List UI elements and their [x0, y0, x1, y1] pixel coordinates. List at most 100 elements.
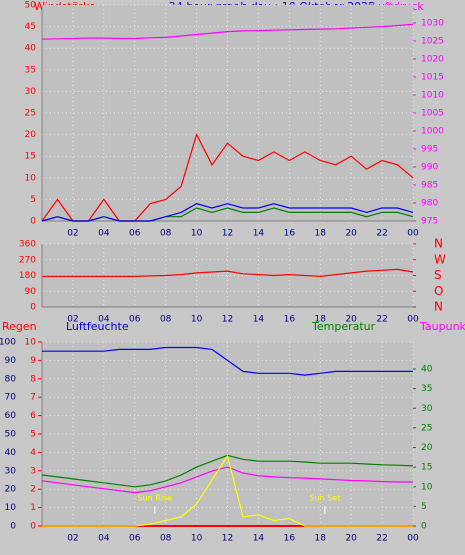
humidity-label: Luftfeuchte [66, 320, 129, 333]
y2-tick-label: 0 [421, 522, 427, 532]
rain-tick-label: 7 [30, 393, 36, 403]
x-tick-label: 04 [98, 315, 110, 325]
x-tick-label: 14 [253, 315, 265, 325]
y-tick-label: 0 [10, 522, 16, 532]
rain-tick-label: 2 [30, 485, 36, 495]
y2-tick-label: N [434, 300, 443, 314]
x-tick-label: 00 [407, 315, 419, 325]
x-tick-label: 18 [315, 315, 327, 325]
y2-tick-label: 1015 [421, 73, 444, 83]
x-tick-label: 02 [67, 229, 78, 239]
y-tick-label: 0 [30, 217, 36, 227]
y2-tick-label: 985 [421, 181, 438, 191]
x-tick-label: 16 [284, 534, 296, 544]
y2-tick-label: 980 [421, 199, 438, 209]
rain-tick-label: 1 [30, 503, 36, 513]
x-tick-label: 12 [222, 229, 233, 239]
x-tick-label: 04 [98, 229, 110, 239]
x-tick-label: 08 [160, 315, 172, 325]
y-tick-label: 50 [5, 430, 17, 440]
y2-tick-label: 1030 [421, 19, 444, 29]
y2-tick-label: N [434, 237, 443, 251]
rain-tick-label: 4 [30, 448, 36, 458]
x-tick-label: 04 [98, 534, 110, 544]
rain-tick-label: 3 [30, 466, 36, 476]
y-tick-label: 10 [5, 503, 17, 513]
x-tick-label: 12 [222, 534, 233, 544]
y2-tick-label: 1005 [421, 109, 444, 119]
x-tick-label: 14 [253, 229, 265, 239]
y2-tick-label: 40 [421, 365, 433, 375]
y-tick-label: 5 [30, 195, 36, 205]
x-tick-label: 20 [345, 229, 357, 239]
series-line [42, 346, 413, 376]
y-tick-label: 40 [5, 448, 17, 458]
x-tick-label: 10 [191, 315, 203, 325]
series-line [41, 23, 414, 40]
rain-label: Regen [2, 320, 37, 333]
rain-tick-label: 6 [30, 411, 36, 421]
y-tick-label: 360 [19, 240, 36, 250]
y-tick-label: 35 [25, 65, 36, 75]
x-tick-label: 10 [191, 534, 203, 544]
x-tick-label: 22 [376, 534, 387, 544]
y-tick-label: 30 [5, 466, 17, 476]
x-tick-label: 18 [315, 229, 327, 239]
y-tick-label: 90 [5, 356, 17, 366]
dewpoint-label: Taupunkt [419, 320, 465, 333]
y-tick-label: 25 [25, 109, 36, 119]
y-tick-label: 90 [25, 287, 37, 297]
plot-area [42, 244, 413, 307]
y-tick-label: 100 [0, 338, 16, 348]
rain-tick-label: 5 [30, 430, 36, 440]
y2-tick-label: 30 [421, 404, 433, 414]
rain-tick-label: 0 [30, 522, 36, 532]
rain-tick-label: 9 [30, 356, 36, 366]
x-tick-label: 06 [129, 315, 141, 325]
x-tick-label: 20 [345, 315, 357, 325]
x-tick-label: 10 [191, 229, 203, 239]
x-tick-label: 00 [407, 229, 419, 239]
y-tick-label: 60 [5, 411, 17, 421]
y2-tick-label: 1010 [421, 91, 444, 101]
y2-tick-label: 1020 [421, 55, 444, 65]
y-tick-label: 30 [25, 87, 37, 97]
y2-tick-label: 5 [421, 502, 427, 512]
y2-tick-label: 20 [421, 443, 433, 453]
y2-tick-label: 1025 [421, 37, 444, 47]
y2-tick-label: 25 [421, 423, 432, 433]
y2-tick-label: 995 [421, 145, 438, 155]
x-tick-label: 02 [67, 534, 78, 544]
y-tick-label: 50 [25, 1, 37, 11]
series-line [41, 203, 414, 222]
y2-tick-label: 35 [421, 384, 432, 394]
y-tick-label: 20 [5, 485, 17, 495]
x-tick-label: 06 [129, 534, 141, 544]
rain-tick-label: 8 [30, 374, 36, 384]
y2-tick-label: W [434, 252, 446, 266]
x-tick-label: 22 [376, 315, 387, 325]
rain-tick-label: 10 [25, 338, 37, 348]
x-tick-label: 00 [407, 534, 419, 544]
series-line [41, 466, 413, 494]
y-tick-label: 180 [19, 271, 36, 281]
temperature-label: Temperatur [311, 320, 376, 333]
y-tick-label: 15 [25, 152, 36, 162]
y-tick-label: 45 [25, 22, 36, 32]
x-tick-label: 06 [129, 229, 141, 239]
y-tick-label: 70 [5, 393, 17, 403]
y-tick-label: 10 [25, 173, 37, 183]
y2-tick-label: 975 [421, 217, 438, 227]
annotation: Sun Set [309, 494, 340, 503]
x-tick-label: 18 [315, 534, 327, 544]
series-line [42, 454, 413, 527]
x-tick-label: 16 [284, 315, 296, 325]
x-tick-label: 20 [345, 534, 357, 544]
y2-tick-label: 15 [421, 463, 432, 473]
y2-tick-label: 1000 [421, 127, 444, 137]
x-tick-label: 16 [284, 229, 296, 239]
annotation: Sun Rise [138, 494, 173, 503]
y2-tick-label: 10 [421, 482, 433, 492]
x-tick-label: 22 [376, 229, 387, 239]
x-tick-label: 08 [160, 534, 172, 544]
